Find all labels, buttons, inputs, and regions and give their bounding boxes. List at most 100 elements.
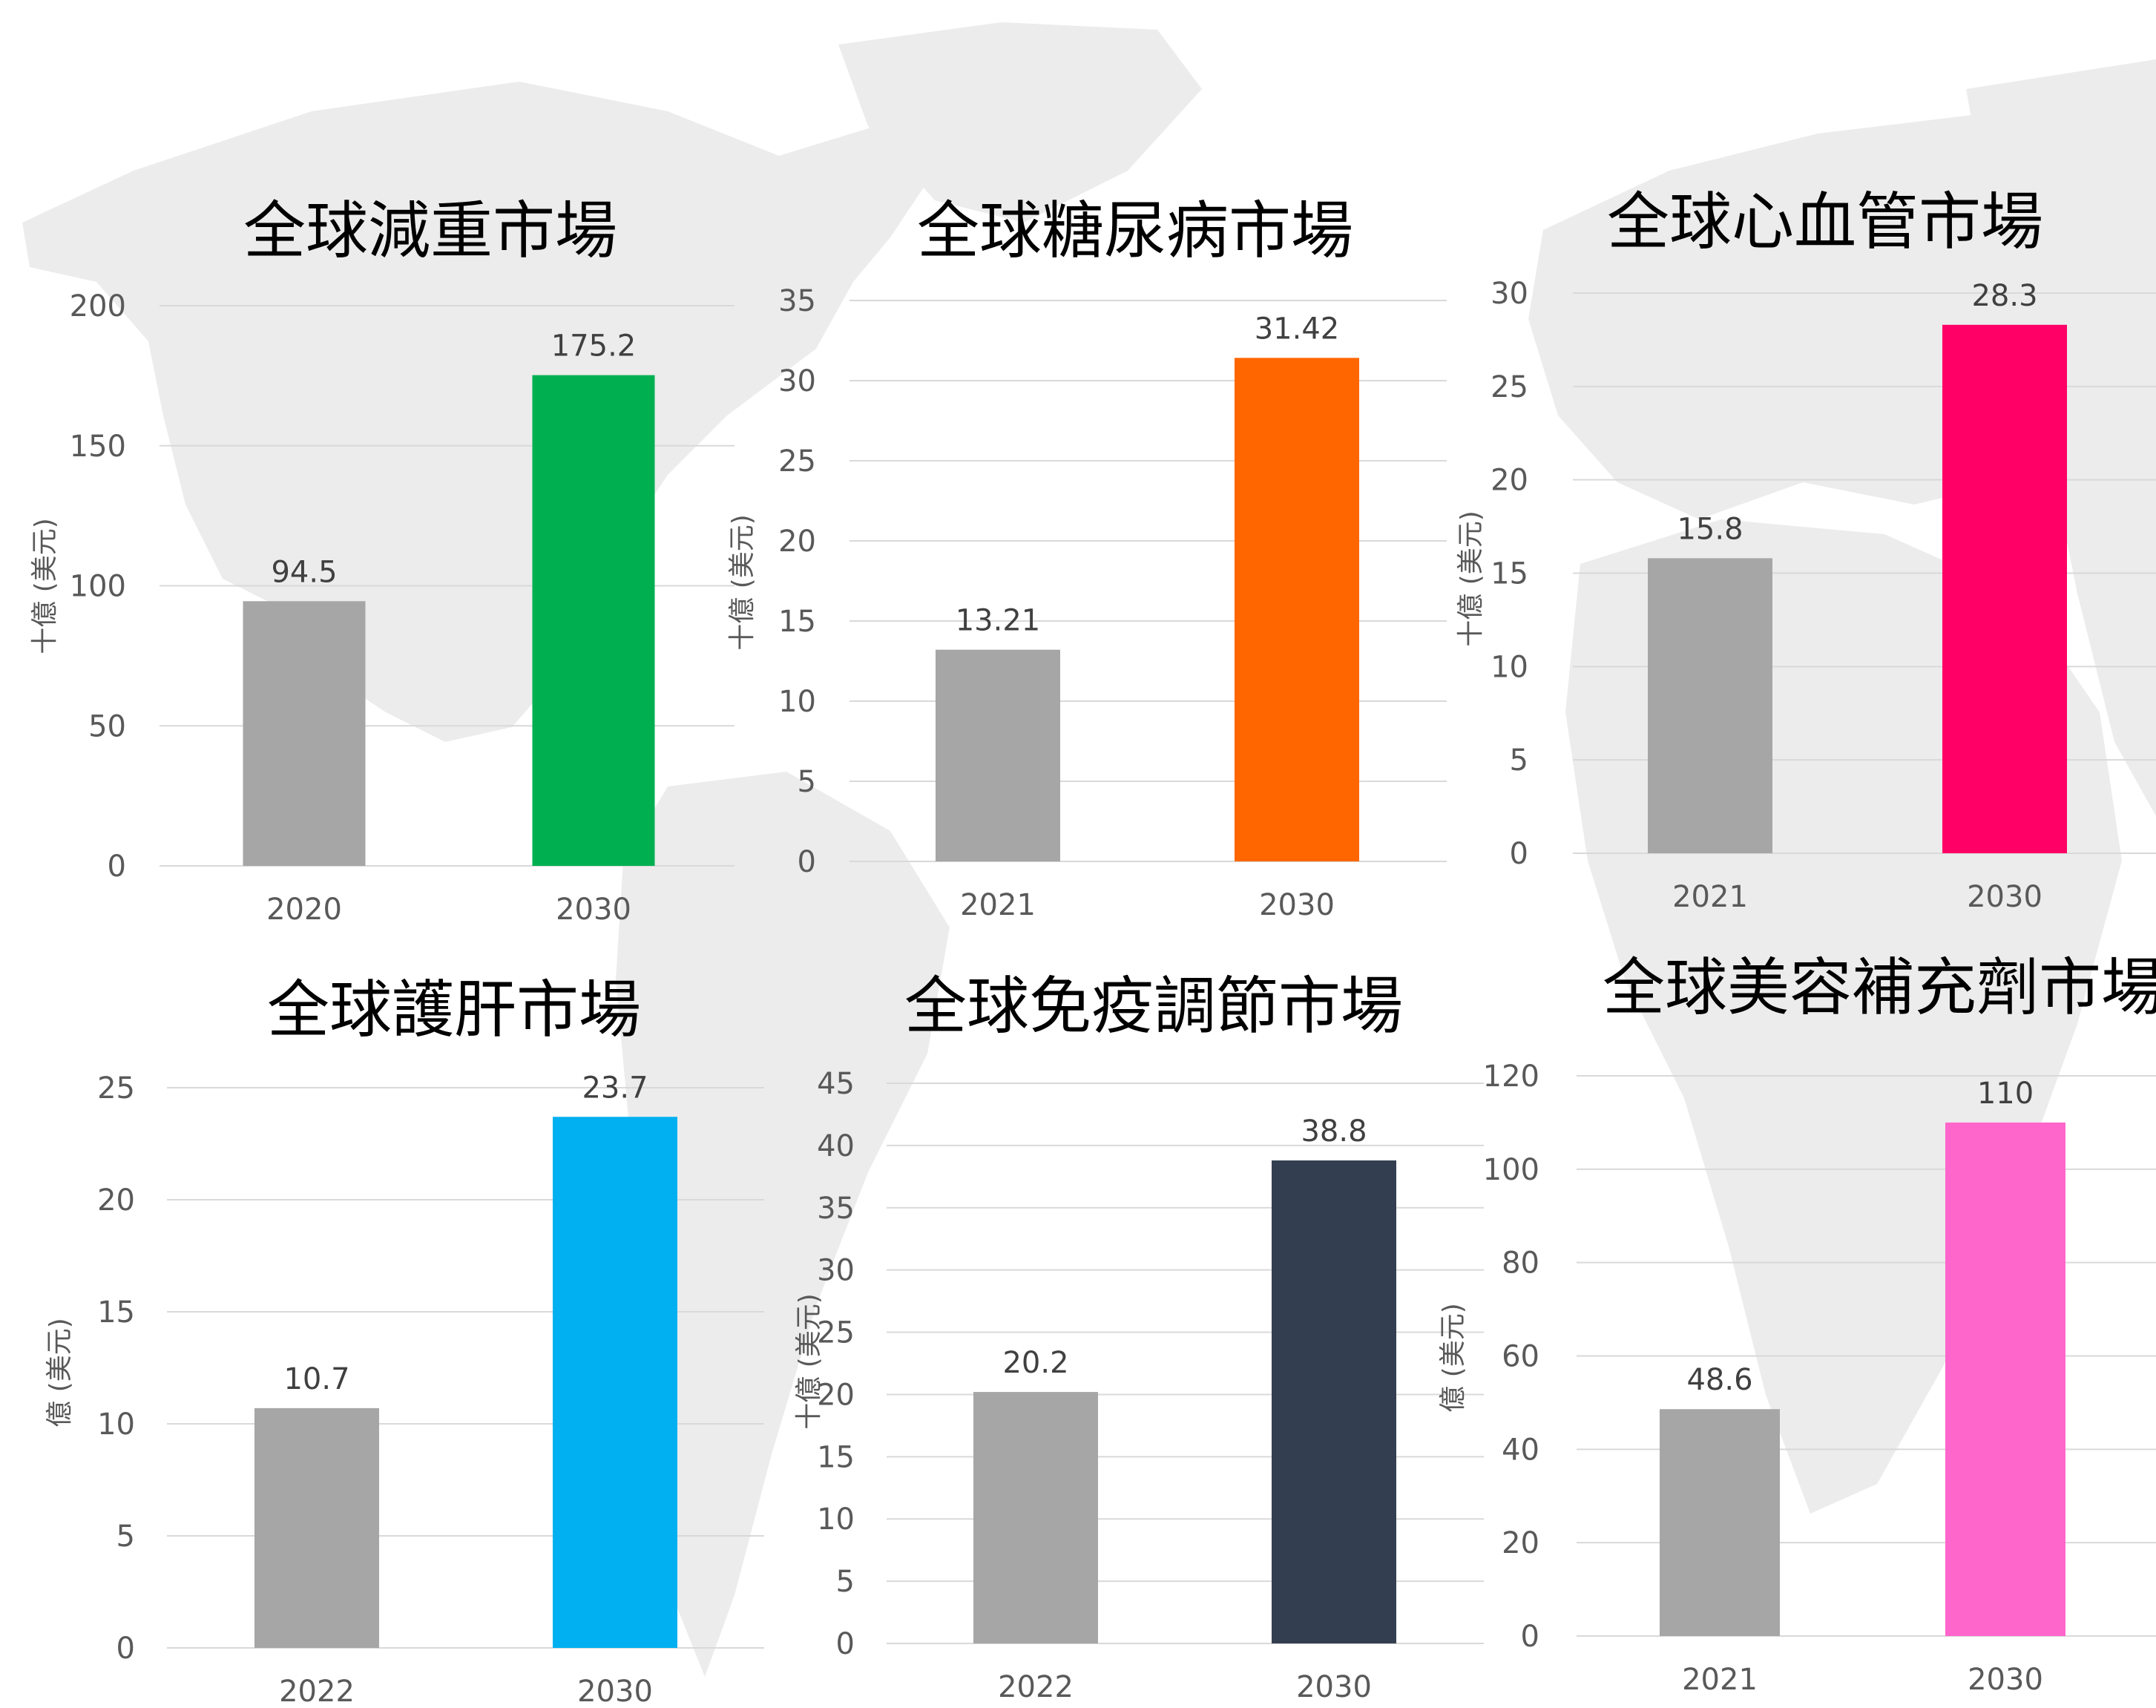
chart-panel-beauty: 全球美容補充劑市場 億 (美元) 0 20 40 60 80 100 120 48.6 2021… [1438, 950, 2156, 1708]
data-label: 31.42 [1255, 312, 1340, 346]
bar-2021 [1648, 558, 1772, 853]
y-tick-label: 20 [1491, 464, 1528, 498]
chart-svg-immune: 全球免疫調節市場 十億 (美元) 0 5 10 15 20 25 30 35 40 45 20.2 2… [794, 970, 1484, 1704]
plot-area: 0 20 40 60 80 100 120 48.6 2021 110 2030 [1483, 1060, 2156, 1697]
y-tick-label: 25 [97, 1071, 135, 1106]
bar-2022 [973, 1392, 1098, 1643]
y-tick-label: 0 [108, 850, 126, 884]
plot-area: 0 5 10 15 20 25 30 15.8 2021 28.3 2030 [1491, 277, 2156, 914]
plot-area: 0 5 10 15 20 25 10.7 2022 23.7 2030 [97, 1071, 764, 1708]
y-tick-label: 15 [97, 1295, 135, 1330]
data-label: 48.6 [1686, 1363, 1752, 1397]
y-tick-label: 100 [70, 570, 126, 604]
greenland-shape [838, 22, 1202, 223]
x-tick-label: 2021 [1682, 1663, 1758, 1697]
chart-title: 全球心血管市場 [1607, 185, 2043, 258]
plot-area: 0 5 10 15 20 25 30 35 13.21 2021 31.42 2030 [778, 284, 1447, 922]
y-tick-label: 40 [817, 1129, 855, 1163]
bar-2020 [243, 601, 366, 866]
y-tick-label: 0 [116, 1632, 135, 1666]
chart-panel-liver: 全球護肝市場 億 (美元) 0 5 10 15 20 25 10.7 2022 23.7 2030 [0, 950, 772, 1708]
chart-panel-weight-loss: 全球減重市場 十億 (美元) 0 50 100 150 200 94.5 2020 175.2… [0, 171, 734, 942]
y-tick-label: 20 [97, 1183, 135, 1218]
data-label: 15.8 [1677, 512, 1743, 546]
data-label: 10.7 [283, 1362, 349, 1396]
y-tick-label: 40 [1502, 1433, 1539, 1467]
chart-title: 全球護肝市場 [267, 973, 641, 1046]
x-tick-label: 2030 [577, 1675, 653, 1708]
y-tick-label: 15 [1491, 557, 1528, 591]
x-tick-label: 2030 [1296, 1670, 1372, 1704]
south-america-shape [616, 772, 950, 1677]
y-tick-label: 10 [817, 1502, 855, 1537]
y-tick-label: 30 [778, 364, 816, 398]
y-tick-label: 25 [817, 1316, 855, 1350]
y-tick-label: 10 [97, 1408, 135, 1442]
y-tick-label: 80 [1502, 1246, 1539, 1281]
x-tick-label: 2030 [1259, 888, 1335, 922]
data-label: 20.2 [1002, 1346, 1068, 1380]
y-tick-label: 100 [1483, 1153, 1539, 1187]
y-tick-label: 5 [1510, 743, 1528, 778]
y-tick-label: 20 [817, 1378, 855, 1412]
plot-area: 0 5 10 15 20 25 30 35 40 45 20.2 2022 38.8 2030 [817, 1067, 1484, 1704]
bar-2030 [532, 375, 655, 866]
y-tick-label: 10 [778, 685, 816, 719]
chart-title: 全球免疫調節市場 [904, 970, 1403, 1042]
bar-2030 [553, 1117, 677, 1648]
data-label: 94.5 [271, 555, 337, 589]
x-tick-label: 2030 [1968, 1663, 2043, 1697]
y-tick-label: 20 [1502, 1526, 1539, 1560]
y-tick-label: 20 [778, 525, 816, 559]
bar-2022 [254, 1408, 379, 1648]
x-tick-label: 2030 [1967, 880, 2042, 914]
y-tick-label: 5 [798, 765, 816, 799]
data-label: 13.21 [956, 604, 1041, 638]
plot-area: 0 50 100 150 200 94.5 2020 175.2 2030 [70, 289, 734, 927]
y-tick-label: 0 [1521, 1620, 1539, 1654]
bar-2021 [1660, 1409, 1780, 1636]
data-label: 175.2 [551, 329, 637, 364]
data-label: 110 [1977, 1077, 2034, 1111]
chart-svg-weight-loss: 全球減重市場 十億 (美元) 0 50 100 150 200 94.5 2020 175.2… [30, 194, 734, 927]
y-tick-label: 35 [778, 284, 816, 318]
y-tick-label: 0 [1510, 837, 1528, 871]
chart-title: 全球減重市場 [243, 194, 617, 267]
data-label: 28.3 [1971, 279, 2037, 313]
x-tick-label: 2022 [279, 1675, 355, 1708]
bar-2030 [1272, 1160, 1396, 1643]
y-axis-label: 億 (美元) [45, 1318, 75, 1428]
bar-2030 [1945, 1122, 2065, 1636]
north-america-shape [22, 82, 935, 742]
y-tick-label: 0 [798, 845, 816, 879]
chart-svg-liver: 全球護肝市場 億 (美元) 0 5 10 15 20 25 10.7 2022 23.7 2030 [45, 973, 764, 1708]
y-tick-label: 25 [778, 444, 816, 479]
y-tick-label: 35 [817, 1192, 855, 1226]
y-axis-label: 億 (美元) [1438, 1303, 1468, 1413]
y-tick-label: 30 [1491, 277, 1528, 311]
chart-title: 全球糖尿病市場 [917, 194, 1353, 267]
data-label: 38.8 [1301, 1114, 1367, 1149]
y-tick-label: 120 [1483, 1060, 1539, 1094]
y-tick-label: 10 [1491, 650, 1528, 684]
y-tick-label: 15 [817, 1440, 855, 1474]
y-tick-label: 0 [836, 1627, 855, 1661]
y-tick-label: 50 [88, 709, 126, 743]
y-tick-label: 60 [1502, 1340, 1539, 1374]
data-label: 23.7 [582, 1071, 648, 1105]
chart-title: 全球美容補充劑市場 [1603, 951, 2156, 1024]
y-tick-label: 5 [116, 1520, 135, 1554]
y-tick-label: 200 [70, 289, 126, 323]
y-tick-label: 15 [778, 605, 816, 639]
x-tick-label: 2021 [1672, 880, 1748, 914]
y-tick-label: 25 [1491, 370, 1528, 404]
y-axis-label: 十億 (美元) [1456, 510, 1486, 647]
chart-panel-cardiovascular: 全球心血管市場 十億 (美元) 0 5 10 15 20 25 30 15.8 2021 28.3… [1439, 171, 2156, 942]
bar-2030 [1942, 324, 2067, 853]
y-tick-label: 30 [817, 1254, 855, 1288]
chart-panel-immune: 全球免疫調節市場 十億 (美元) 0 5 10 15 20 25 30 35 40 45 20.2 2… [772, 950, 1484, 1708]
y-tick-label: 45 [817, 1067, 855, 1101]
chart-panel-diabetes: 全球糖尿病市場 十億 (美元) 0 5 10 15 20 25 30 35 13.21 2021 3… [712, 171, 1447, 942]
y-axis-label: 十億 (美元) [794, 1293, 824, 1430]
y-tick-label: 5 [836, 1565, 855, 1599]
